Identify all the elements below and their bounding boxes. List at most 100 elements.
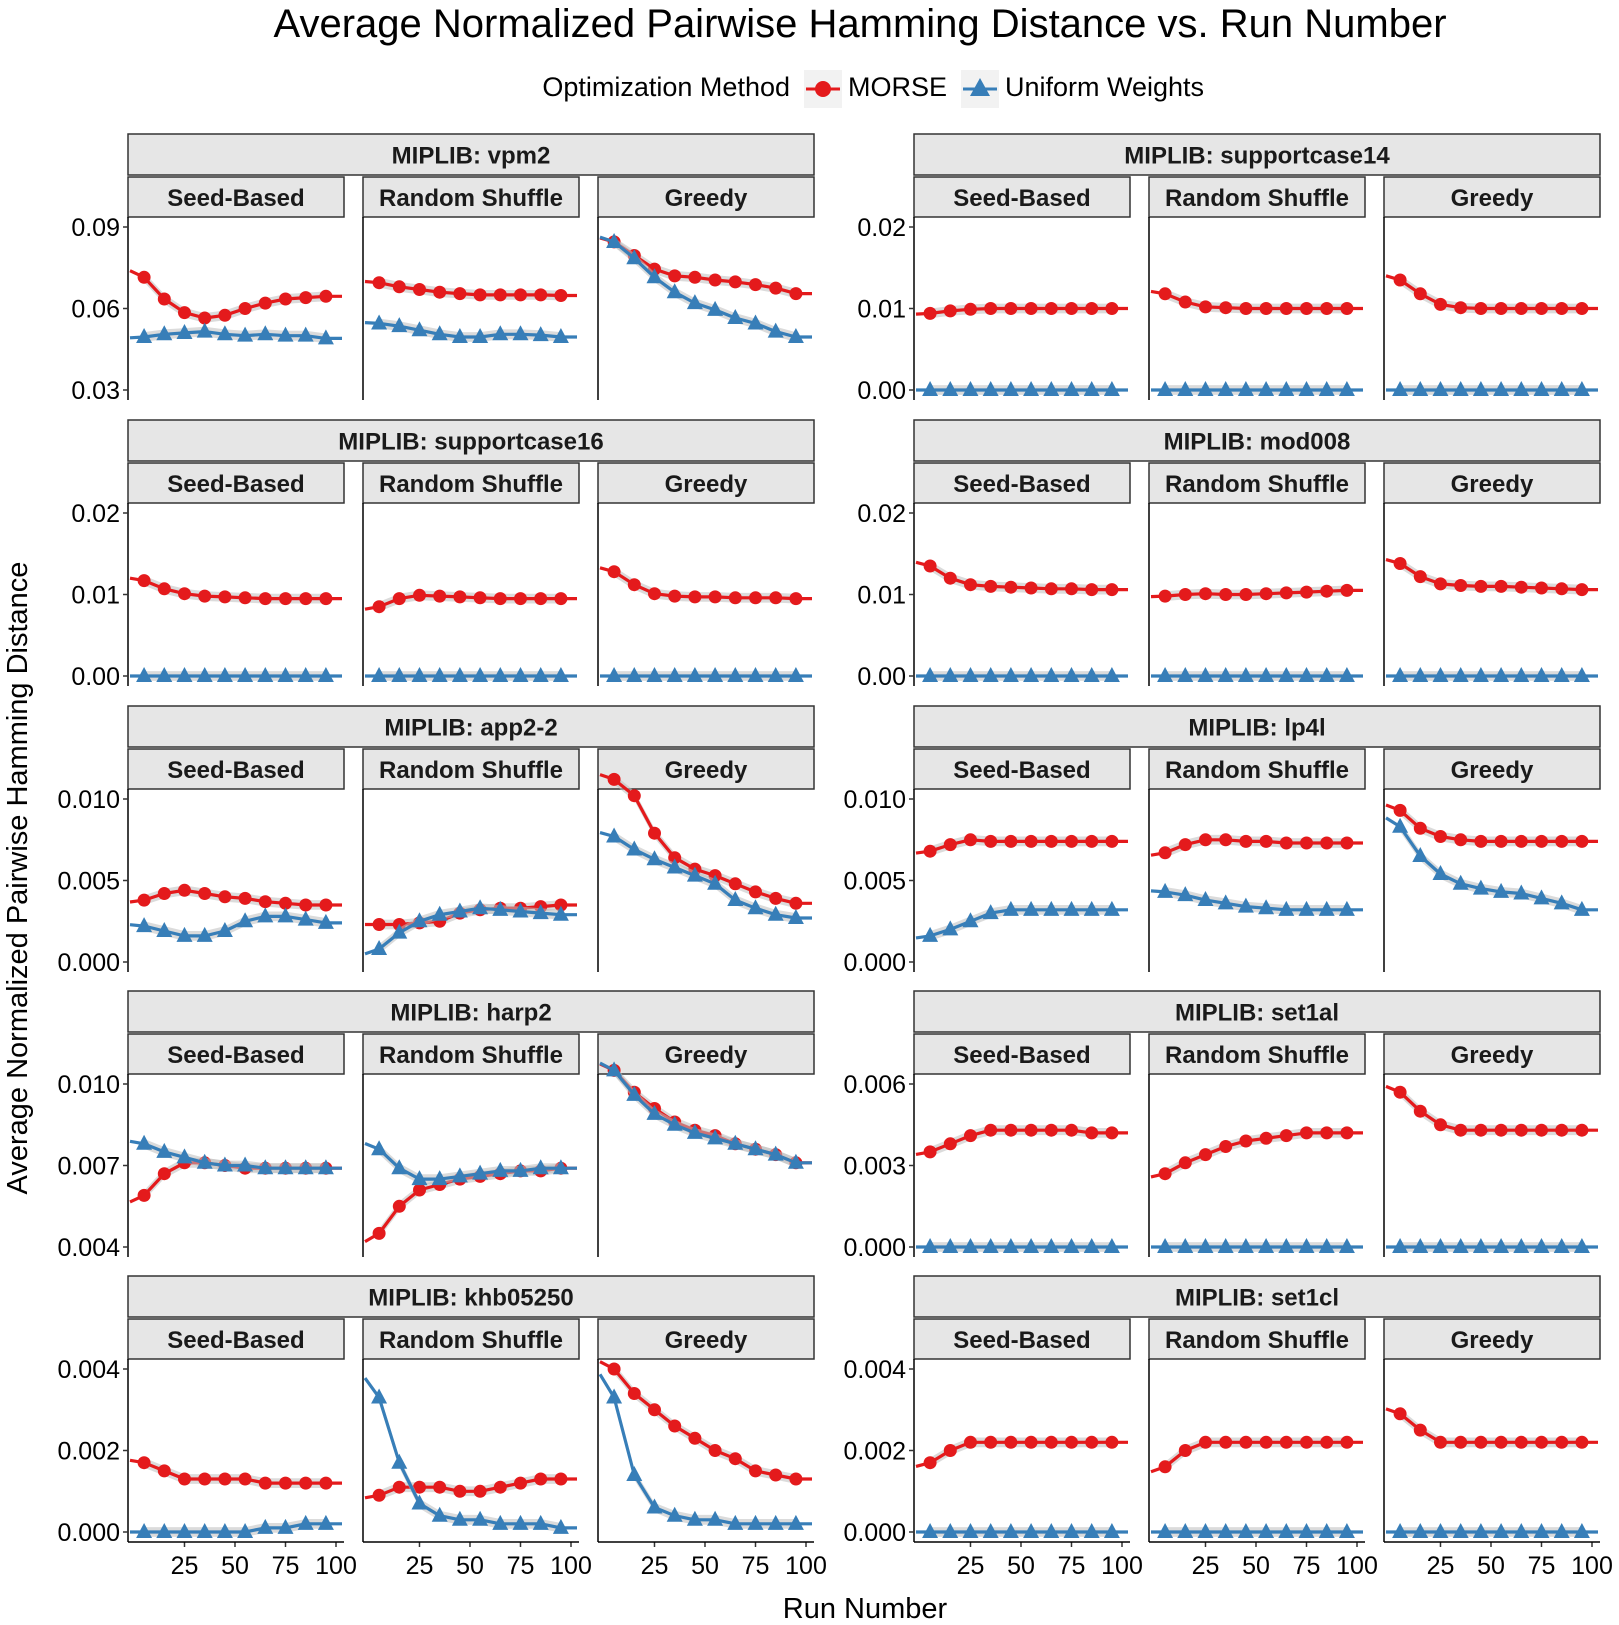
point-morse-run-95 — [1105, 1435, 1119, 1449]
point-uniform-weights-run-65 — [492, 667, 509, 682]
point-morse-run-55 — [238, 891, 252, 905]
point-morse-run-5 — [923, 844, 937, 858]
point-uniform-weights-run-55 — [472, 667, 489, 682]
point-morse-run-35 — [1454, 833, 1468, 847]
point-uniform-weights-run-85 — [1553, 1238, 1570, 1253]
point-uniform-weights-run-65 — [1513, 884, 1530, 900]
point-morse-run-45 — [688, 270, 702, 284]
point-morse-run-55 — [1494, 1435, 1508, 1449]
point-uniform-weights-run-15 — [391, 1159, 408, 1175]
x-tick-label: 100 — [785, 1552, 827, 1580]
point-uniform-weights-run-15 — [391, 317, 408, 333]
method-strip — [127, 176, 345, 218]
point-uniform-weights-run-25 — [1432, 381, 1449, 396]
facet-miplib-mod008-random-shuffle: Random Shuffle — [1148, 462, 1366, 686]
point-morse-run-25 — [964, 1435, 977, 1449]
method-strip-label: Greedy — [665, 185, 748, 212]
point-morse-run-75 — [1300, 836, 1313, 850]
point-uniform-weights-run-55 — [472, 899, 489, 915]
point-morse-run-35 — [668, 589, 682, 603]
method-strip-label: Seed-Based — [167, 471, 304, 498]
point-morse-run-85 — [1085, 834, 1099, 848]
y-tick-label: 0.000 — [57, 1519, 120, 1547]
y-tick-label: 0.010 — [843, 786, 906, 814]
point-uniform-weights-run-15 — [942, 667, 959, 682]
line-morse — [1150, 1131, 1363, 1179]
point-uniform-weights-run-75 — [512, 1161, 529, 1177]
point-uniform-weights-run-95 — [1103, 900, 1120, 916]
point-uniform-weights-run-55 — [237, 667, 254, 682]
point-morse-run-65 — [1514, 580, 1528, 594]
legend-label-morse: MORSE — [848, 72, 947, 102]
point-uniform-weights-run-35 — [982, 904, 999, 920]
panel-miplib-supportcase16: MIPLIB: supportcase16 Seed-Based 0.00 0.01 0… — [71, 419, 815, 691]
point-uniform-weights-run-65 — [257, 667, 274, 682]
panel-miplib-lp4l: MIPLIB: lp4l Seed-Based 0.000 0.005 0.010 Ran… — [843, 705, 1601, 977]
point-morse-run-5 — [1393, 803, 1407, 817]
point-uniform-weights-run-25 — [1432, 864, 1449, 880]
point-uniform-weights-run-85 — [1553, 1523, 1570, 1538]
point-uniform-weights-run-85 — [1553, 894, 1570, 910]
point-morse-run-35 — [198, 589, 212, 603]
point-morse-run-35 — [1454, 301, 1468, 315]
method-strip-label: Random Shuffle — [379, 1042, 563, 1069]
y-tick-label: 0.02 — [857, 500, 906, 528]
y-tick-label: 0.004 — [57, 1234, 120, 1262]
x-tick-label: 50 — [1477, 1552, 1505, 1580]
point-uniform-weights-run-55 — [707, 1510, 724, 1526]
y-tick-label: 0.02 — [71, 500, 120, 528]
problem-strip-label: MIPLIB: app2-2 — [384, 715, 557, 742]
point-uniform-weights-run-15 — [156, 325, 173, 341]
x-tick-label: 50 — [1242, 1552, 1270, 1580]
point-morse-run-15 — [157, 887, 171, 900]
point-morse-run-85 — [1555, 1435, 1569, 1449]
point-uniform-weights-run-5 — [606, 1061, 623, 1077]
point-uniform-weights-run-35 — [1452, 381, 1469, 396]
method-strip-label: Greedy — [665, 1042, 748, 1069]
point-uniform-weights-run-55 — [707, 300, 724, 316]
point-uniform-weights-run-95 — [1573, 900, 1590, 916]
ribbon-uniform-weights — [379, 1144, 561, 1184]
panel-miplib-set1al: MIPLIB: set1al Seed-Based 0.000 0.003 0.006 R… — [843, 990, 1601, 1262]
point-uniform-weights-run-35 — [1217, 1523, 1234, 1538]
point-uniform-weights-run-35 — [666, 1506, 683, 1522]
point-morse-run-35 — [1219, 1435, 1233, 1449]
point-morse-run-95 — [789, 592, 803, 606]
facet-miplib-vpm2-greedy: Greedy — [597, 176, 815, 400]
point-morse-run-5 — [1158, 1460, 1172, 1474]
method-strip — [913, 176, 1131, 218]
point-uniform-weights-run-75 — [1533, 381, 1550, 396]
point-uniform-weights-run-95 — [1573, 1523, 1590, 1538]
point-uniform-weights-run-25 — [646, 1498, 663, 1514]
point-morse-run-65 — [1514, 834, 1528, 848]
point-uniform-weights-run-55 — [1258, 1238, 1275, 1253]
point-morse-run-75 — [514, 288, 527, 302]
point-uniform-weights-run-35 — [666, 283, 683, 299]
problem-strip-label: MIPLIB: supportcase16 — [338, 429, 603, 456]
panel-miplib-khb05250: MIPLIB: khb05250 Seed-Based 0.000 0.002 0.00… — [57, 1275, 827, 1580]
y-axis-title: Average Normalized Pairwise Hamming Dist… — [2, 562, 34, 1195]
point-uniform-weights-run-35 — [1217, 667, 1234, 682]
point-morse-run-15 — [627, 789, 641, 803]
point-uniform-weights-run-15 — [391, 1453, 408, 1469]
point-morse-run-5 — [1393, 273, 1407, 287]
point-morse-run-55 — [1259, 302, 1273, 315]
point-uniform-weights-run-5 — [371, 939, 388, 955]
point-uniform-weights-run-85 — [1083, 667, 1100, 682]
point-uniform-weights-run-25 — [411, 1170, 428, 1186]
point-uniform-weights-run-25 — [176, 1523, 193, 1538]
point-uniform-weights-run-15 — [1177, 667, 1194, 682]
legend-key-uniform-weights — [961, 70, 999, 108]
point-morse-run-45 — [688, 1431, 702, 1445]
point-morse-run-15 — [943, 571, 957, 585]
point-uniform-weights-run-25 — [1197, 667, 1214, 682]
panel-miplib-harp2: MIPLIB: harp2 Seed-Based 0.004 0.007 0.010 Ra… — [57, 990, 815, 1262]
legend-label-uniform-weights: Uniform Weights — [1005, 72, 1204, 102]
point-uniform-weights-run-25 — [1432, 1238, 1449, 1253]
y-tick-label: 0.006 — [843, 1071, 906, 1099]
method-strip — [362, 748, 580, 790]
point-morse-run-5 — [607, 772, 621, 786]
problem-strip-label: MIPLIB: lp4l — [1188, 715, 1325, 742]
point-uniform-weights-run-15 — [1412, 1523, 1429, 1538]
point-uniform-weights-run-45 — [1472, 667, 1489, 682]
